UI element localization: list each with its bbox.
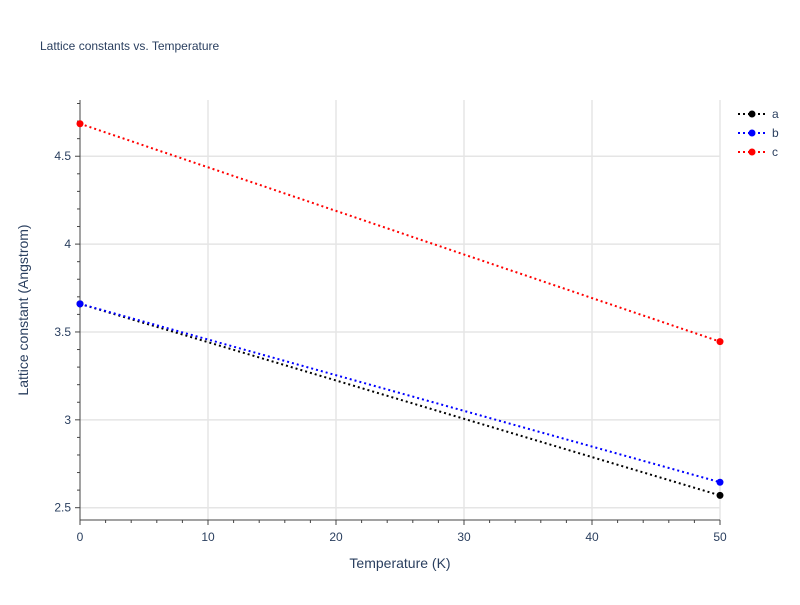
legend-swatch-marker	[748, 110, 756, 118]
legend-label: b	[772, 126, 779, 140]
chart-title: Lattice constants vs. Temperature	[40, 39, 220, 53]
grid-layer	[80, 100, 721, 520]
series-line-a	[79, 302, 721, 497]
x-tick-label: 30	[457, 530, 471, 544]
y-tick-label: 3	[64, 413, 71, 427]
y-tick-label: 4	[64, 237, 71, 251]
legend-label: c	[772, 145, 778, 159]
x-axis-title: Temperature (K)	[349, 555, 450, 571]
y-axis-title: Lattice constant (Angstrom)	[15, 224, 31, 395]
data-point-a	[716, 491, 724, 499]
legend[interactable]: abc	[738, 107, 779, 159]
data-point-c	[716, 338, 724, 346]
legend-item-a[interactable]: a	[738, 107, 779, 121]
axis-layer: 0 10 20 30 40 50 2.5 3 3.5 4 4.5	[54, 100, 727, 544]
legend-swatch-marker	[748, 148, 756, 156]
legend-label: a	[772, 107, 779, 121]
y-tick-label: 3.5	[54, 325, 71, 339]
x-tick-label: 10	[201, 530, 215, 544]
x-tick-label: 20	[329, 530, 343, 544]
y-tick-label: 4.5	[54, 149, 71, 163]
series-layer	[76, 120, 724, 499]
data-point-b	[76, 300, 84, 308]
x-tick-label: 40	[585, 530, 599, 544]
legend-item-c[interactable]: c	[738, 145, 778, 159]
x-tick-label: 0	[77, 530, 84, 544]
legend-item-b[interactable]: b	[738, 126, 779, 140]
data-point-c	[76, 120, 84, 128]
legend-swatch-marker	[748, 129, 756, 137]
series-line-b	[79, 302, 721, 484]
y-tick-label: 2.5	[54, 501, 71, 515]
data-point-b	[716, 478, 724, 486]
x-tick-label: 50	[713, 530, 727, 544]
